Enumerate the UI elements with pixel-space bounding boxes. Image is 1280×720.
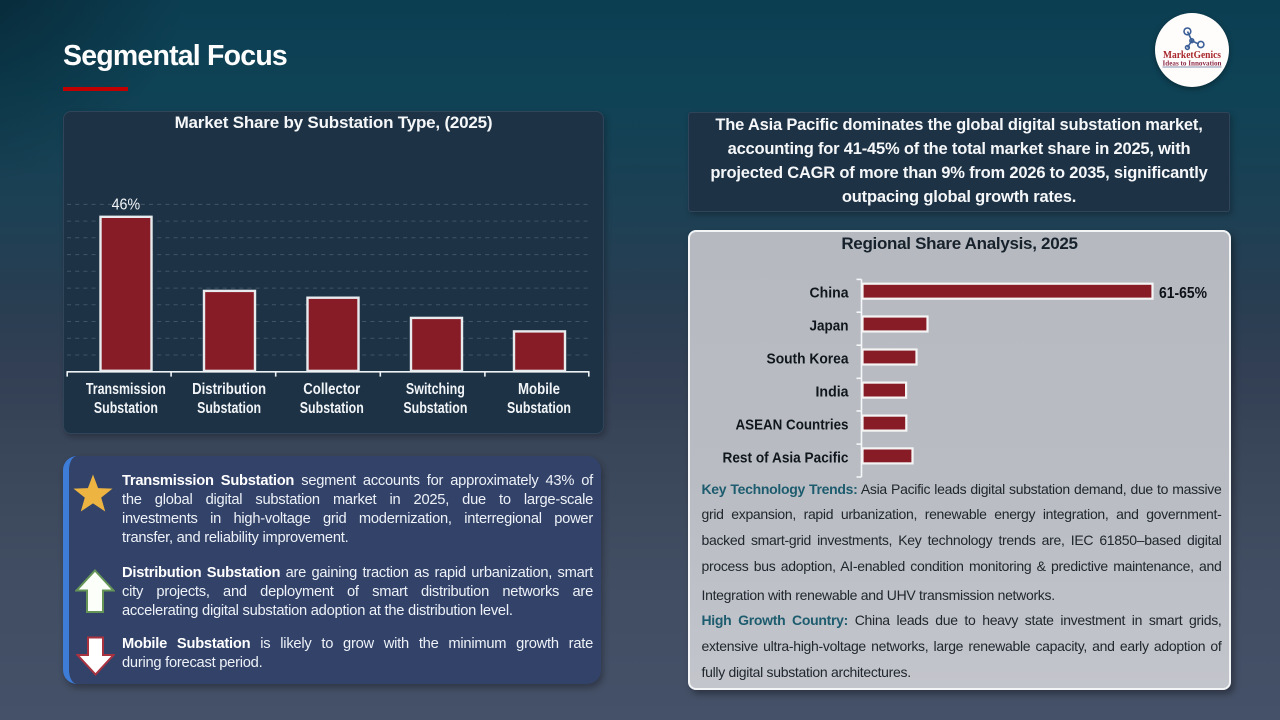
svg-text:South Korea: South Korea [767,351,850,368]
svg-text:61-65%: 61-65% [1159,285,1207,302]
svg-text:Substation: Substation [403,400,467,417]
svg-text:Substation: Substation [300,400,364,417]
svg-text:Transmission: Transmission [86,381,166,398]
svg-text:MarketGenics: MarketGenics [1163,50,1221,61]
svg-text:Ideas to Innovation: Ideas to Innovation [1163,60,1222,68]
svg-text:China: China [810,285,850,302]
svg-text:India: India [816,384,850,401]
svg-text:ASEAN Countries: ASEAN Countries [736,417,849,434]
svg-text:46%: 46% [112,196,140,213]
svg-text:Collector: Collector [303,381,360,398]
svg-text:Substation: Substation [94,400,158,417]
svg-text:Switching: Switching [406,381,465,398]
svg-text:Distribution: Distribution [192,381,266,398]
svg-text:Mobile: Mobile [518,381,560,398]
svg-text:Japan: Japan [810,318,849,335]
svg-text:Rest of Asia Pacific: Rest of Asia Pacific [723,450,849,467]
svg-text:Substation: Substation [197,400,261,417]
svg-text:Substation: Substation [507,400,571,417]
